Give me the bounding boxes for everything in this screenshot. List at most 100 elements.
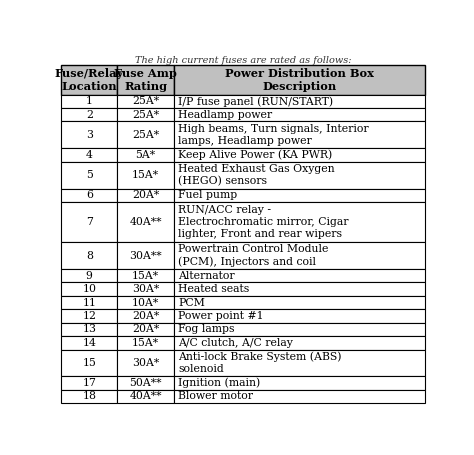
Bar [174,296,425,309]
Bar [174,283,425,296]
Text: 20A*: 20A* [132,311,159,321]
Text: 7: 7 [86,217,93,227]
Bar [61,336,118,349]
Text: 40A**: 40A** [129,217,162,227]
Text: 6: 6 [86,190,93,200]
Text: 5A*: 5A* [136,150,155,160]
Bar [61,349,118,376]
Bar [174,309,425,323]
Text: The high current fuses are rated as follows:: The high current fuses are rated as foll… [135,56,351,66]
Bar [118,108,174,121]
Bar [118,376,174,390]
Bar [174,108,425,121]
Text: 18: 18 [82,391,96,401]
Text: 25A*: 25A* [132,110,159,120]
Text: 12: 12 [82,311,96,321]
Bar [61,148,118,162]
Bar [118,323,174,336]
Bar [174,202,425,242]
Bar [61,376,118,390]
Text: 17: 17 [82,378,96,388]
Bar [174,349,425,376]
Bar [61,188,118,202]
Bar [118,336,174,349]
Text: 4: 4 [86,150,93,160]
Text: Blower motor: Blower motor [178,391,253,401]
Bar [61,65,118,95]
Text: Fuel pump: Fuel pump [178,190,237,200]
Bar [61,390,118,403]
Bar [118,188,174,202]
Text: 15A*: 15A* [132,338,159,348]
Text: Ignition (main): Ignition (main) [178,378,261,389]
Text: 2: 2 [86,110,93,120]
Text: I/P fuse panel (RUN/START): I/P fuse panel (RUN/START) [178,96,333,106]
Bar [118,162,174,188]
Bar [174,376,425,390]
Bar [118,95,174,108]
Bar [118,148,174,162]
Text: 20A*: 20A* [132,190,159,200]
Text: 30A**: 30A** [129,251,162,261]
Bar [174,390,425,403]
Text: 8: 8 [86,251,93,261]
Bar [118,269,174,283]
Bar [61,283,118,296]
Text: 30A*: 30A* [132,358,159,368]
Bar [174,148,425,162]
Text: 30A*: 30A* [132,284,159,294]
Bar [174,65,425,95]
Text: 10A*: 10A* [132,298,159,308]
Bar [174,269,425,283]
Text: 5: 5 [86,170,93,180]
Bar [174,95,425,108]
Text: 15A*: 15A* [132,271,159,281]
Bar [61,202,118,242]
Bar [174,242,425,269]
Text: 20A*: 20A* [132,324,159,334]
Text: 1: 1 [86,96,93,106]
Bar [174,188,425,202]
Bar [118,283,174,296]
Bar [174,121,425,148]
Text: 40A**: 40A** [129,391,162,401]
Bar [61,95,118,108]
Text: 50A**: 50A** [129,378,162,388]
Text: Anti-lock Brake System (ABS)
solenoid: Anti-lock Brake System (ABS) solenoid [178,351,342,374]
Text: Heated Exhaust Gas Oxygen
(HEGO) sensors: Heated Exhaust Gas Oxygen (HEGO) sensors [178,164,335,187]
Text: 11: 11 [82,298,96,308]
Text: 10: 10 [82,284,96,294]
Text: 14: 14 [82,338,96,348]
Text: Keep Alive Power (KA PWR): Keep Alive Power (KA PWR) [178,150,332,160]
Bar [61,296,118,309]
Text: 15A*: 15A* [132,170,159,180]
Text: Power point #1: Power point #1 [178,311,264,321]
Bar [61,162,118,188]
Bar [61,108,118,121]
Text: Power Distribution Box
Description: Power Distribution Box Description [225,67,374,92]
Bar [118,296,174,309]
Bar [118,390,174,403]
Text: 3: 3 [86,130,93,140]
Text: 25A*: 25A* [132,130,159,140]
Bar [118,242,174,269]
Text: Fuse/Relay
Location: Fuse/Relay Location [55,67,124,92]
Bar [61,121,118,148]
Bar [118,309,174,323]
Bar [174,336,425,349]
Text: Fuse Amp
Rating: Fuse Amp Rating [114,67,177,92]
Text: RUN/ACC relay -
Electrochromatic mirror, Cigar
lighter, Front and rear wipers: RUN/ACC relay - Electrochromatic mirror,… [178,205,349,239]
Text: Headlamp power: Headlamp power [178,110,273,120]
Bar [61,323,118,336]
Text: 9: 9 [86,271,93,281]
Text: 13: 13 [82,324,96,334]
Bar [118,349,174,376]
Text: Heated seats: Heated seats [178,284,249,294]
Bar [61,309,118,323]
Bar [118,121,174,148]
Text: Alternator: Alternator [178,271,235,281]
Bar [174,323,425,336]
Text: Powertrain Control Module
(PCM), Injectors and coil: Powertrain Control Module (PCM), Injecto… [178,244,328,267]
Text: Fog lamps: Fog lamps [178,324,235,334]
Text: PCM: PCM [178,298,205,308]
